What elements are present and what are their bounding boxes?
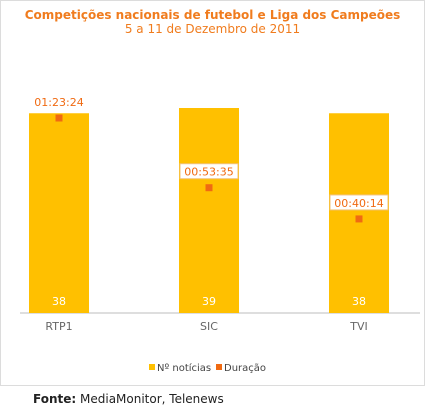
duration-point [55,114,63,122]
chart-subtitle: 5 a 11 de Dezembro de 2011 [124,22,301,36]
duration-label: 00:40:14 [334,197,383,210]
legend-duracao-swatch [216,364,222,370]
legend-duracao-label: Duração [224,363,266,374]
duration-label-box [179,163,239,180]
duration-point [355,215,363,223]
duration-label: 01:23:24 [34,96,83,109]
bar-value-label: 38 [352,295,366,308]
bar-tvi [329,113,389,313]
category-label-rtp1: RTP1 [45,320,72,333]
duration-point [205,184,213,192]
source-text: MediaMonitor, Telenews [80,392,224,406]
bar-value-label: 39 [202,295,216,308]
bar-rtp1 [29,113,89,313]
legend-noticias-label: Nº notícias [157,362,211,374]
source-note: Fonte: MediaMonitor, Telenews [33,392,224,406]
duration-label-box [30,94,88,109]
category-label-sic: SIC [200,320,218,333]
duration-label: 00:53:35 [184,166,233,179]
category-label-tvi: TVI [349,320,368,333]
duration-label-box [329,194,389,211]
bar-value-label: 38 [52,295,66,308]
chart-title: Competições nacionais de futebol e Liga … [24,8,401,22]
source-label: Fonte: [33,392,77,406]
chart-plot: 38 39 38 01:23:24 00:53:35 00:40:14 RTP1 SIC T… [20,94,420,374]
legend-noticias-swatch [149,364,155,370]
bar-sic [179,108,239,313]
